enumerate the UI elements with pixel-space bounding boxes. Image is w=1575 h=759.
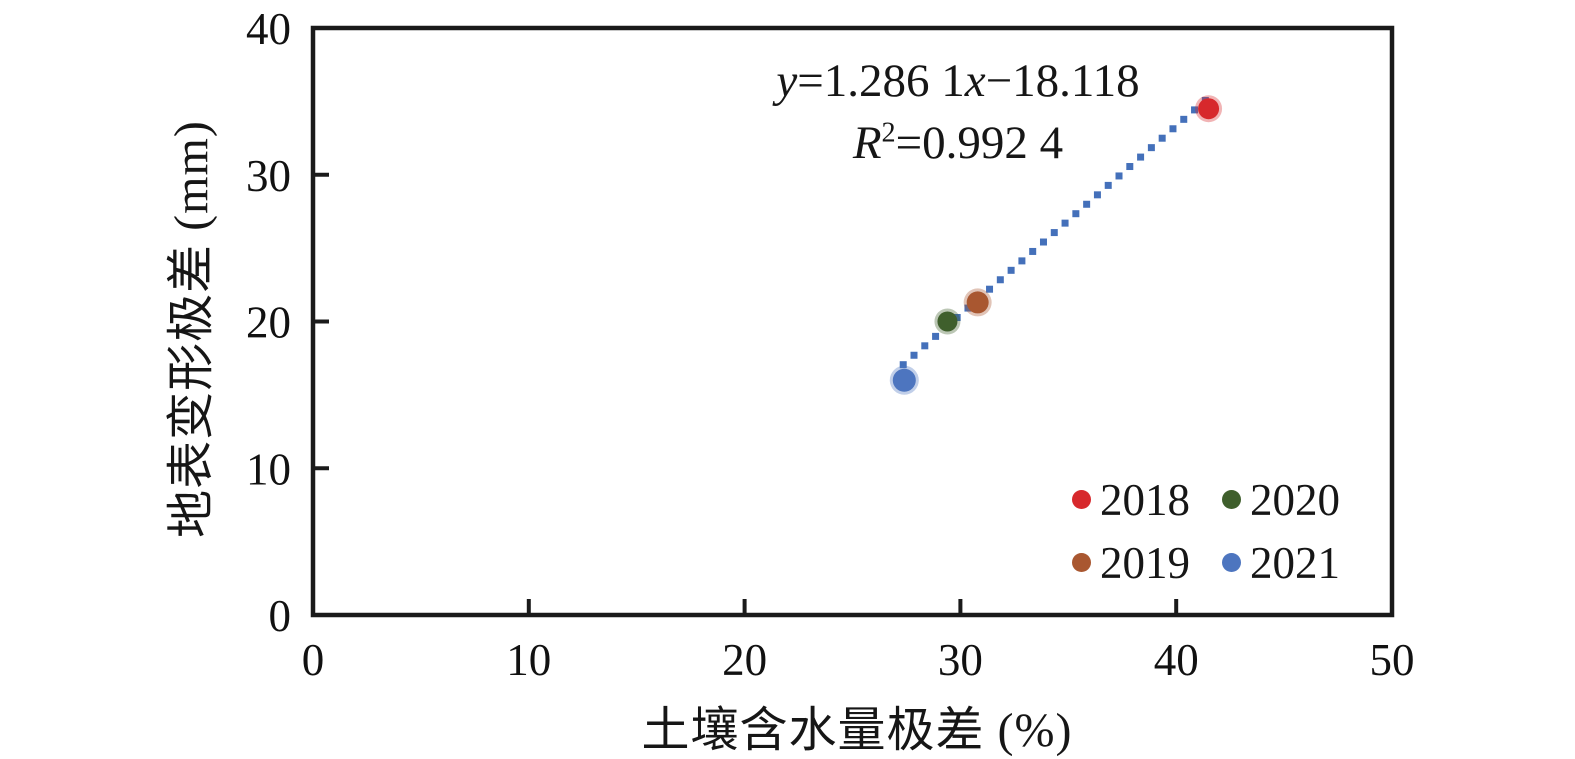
r-squared-exponent: 2 [881, 117, 896, 149]
equation-y-var: y [776, 55, 798, 107]
legend-label-2021: 2021 [1250, 537, 1340, 588]
trendline-dot [986, 285, 994, 293]
trendline-dot [1137, 153, 1145, 161]
trendline-dot [1104, 181, 1112, 189]
legend-label-2018: 2018 [1100, 474, 1190, 525]
legend-item-2021: 2021 [1222, 531, 1342, 594]
data-point-2020 [937, 311, 958, 332]
data-point-2019 [966, 291, 989, 314]
equation-mid: =1.286 1 [797, 55, 965, 107]
legend-dot-2020 [1222, 490, 1241, 509]
x-tick-label: 50 [1370, 635, 1415, 685]
trendline-dot [953, 314, 961, 322]
legend: 2018 2019 2020 2021 [1072, 468, 1342, 594]
legend-label-2019: 2019 [1100, 537, 1190, 588]
r-squared-tail: =0.992 4 [895, 117, 1064, 169]
data-point-2018 [1198, 98, 1220, 120]
r-squared-text: R2=0.992 4 [608, 112, 1308, 174]
trendline-dot [1147, 144, 1155, 152]
legend-dot-2021 [1222, 553, 1241, 572]
y-axis-title: 地表变形极差 (mm) [165, 120, 218, 538]
trendline-annotation: y=1.286 1x−18.118 R2=0.992 4 [608, 50, 1308, 174]
legend-column-2: 2020 2021 [1222, 468, 1342, 594]
equation-text: y=1.286 1x−18.118 [608, 50, 1308, 112]
x-tick-label: 30 [938, 635, 983, 685]
legend-label-2020: 2020 [1250, 474, 1340, 525]
trendline-dot [1180, 115, 1188, 123]
trendline-dot [1158, 134, 1166, 142]
y-tick-label: 10 [246, 444, 291, 494]
data-point-2021 [892, 368, 916, 392]
trendline-dot [1029, 247, 1037, 255]
trendline-dot [1050, 229, 1058, 237]
plot-border [310, 25, 1395, 618]
trendline-dot [1191, 106, 1199, 114]
legend-dot-2019 [1072, 553, 1091, 572]
trendline-dot [996, 276, 1004, 284]
trendline-dot [1061, 219, 1069, 227]
y-tick-label: 0 [269, 591, 292, 641]
x-tick-label: 40 [1154, 635, 1199, 685]
legend-item-2020: 2020 [1222, 468, 1342, 531]
r-squared-var: R [852, 117, 882, 169]
trendline-dot [932, 332, 940, 340]
legend-item-2018: 2018 [1072, 468, 1192, 531]
trendline-dot [1169, 125, 1177, 133]
equation-tail: −18.118 [985, 55, 1140, 107]
x-axis-title: 土壤含水量极差 (%) [641, 704, 1073, 757]
trendline-dot [1007, 266, 1015, 274]
trendline-dot [1115, 172, 1123, 180]
trendline-dot [1093, 191, 1101, 199]
trendline-dot [921, 342, 929, 350]
x-tick-label: 10 [506, 635, 551, 685]
legend-dot-2018 [1072, 490, 1091, 509]
y-tick-label: 20 [246, 298, 291, 348]
trendline-dot [899, 361, 907, 369]
x-tick-label: 0 [302, 635, 325, 685]
trendline-dot [1083, 200, 1091, 208]
trendline-dot [1039, 238, 1047, 246]
trendline-dot [1126, 163, 1134, 171]
y-tick-label: 30 [246, 151, 291, 201]
y-tick-label: 40 [246, 4, 291, 54]
legend-column-1: 2018 2019 [1072, 468, 1192, 594]
equation-x-var: x [964, 55, 986, 107]
trendline-dot [964, 304, 972, 312]
legend-item-2019: 2019 [1072, 531, 1192, 594]
trendline-dot [1018, 257, 1026, 265]
trendline-dot [910, 351, 918, 359]
x-tick-label: 20 [722, 635, 767, 685]
trendline-dot [1072, 210, 1080, 218]
